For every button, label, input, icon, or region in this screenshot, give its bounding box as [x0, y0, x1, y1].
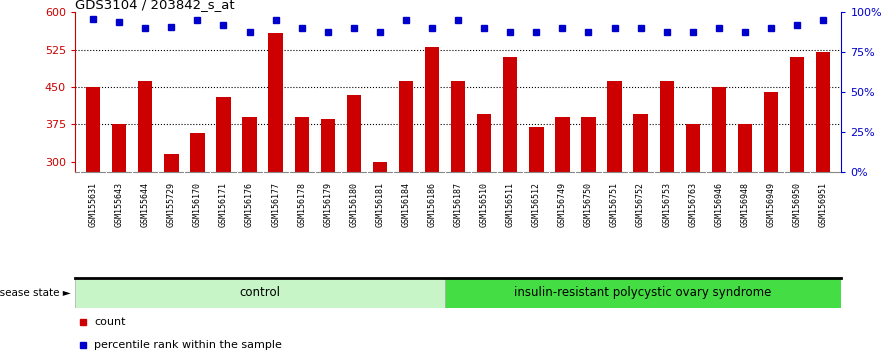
Text: GSM156170: GSM156170	[193, 182, 202, 227]
Text: GSM156187: GSM156187	[454, 182, 463, 227]
Bar	[633, 114, 648, 311]
Text: GSM156171: GSM156171	[219, 182, 228, 227]
Text: insulin-resistant polycystic ovary syndrome: insulin-resistant polycystic ovary syndr…	[515, 286, 772, 299]
Bar	[112, 124, 126, 311]
Bar	[712, 87, 726, 311]
Text: GSM156749: GSM156749	[558, 182, 566, 227]
Bar	[373, 162, 387, 311]
Text: GSM156946: GSM156946	[714, 182, 723, 227]
Bar	[581, 117, 596, 311]
Text: GDS3104 / 203842_s_at: GDS3104 / 203842_s_at	[75, 0, 234, 11]
Bar	[790, 57, 804, 311]
Text: GSM156511: GSM156511	[506, 182, 515, 227]
Text: GSM156752: GSM156752	[636, 182, 645, 227]
Bar	[321, 119, 335, 311]
Text: GSM156512: GSM156512	[532, 182, 541, 227]
Bar	[346, 95, 361, 311]
Bar	[217, 97, 231, 311]
Text: GSM156950: GSM156950	[793, 182, 802, 227]
Text: GSM156763: GSM156763	[688, 182, 697, 227]
Bar	[445, 278, 841, 308]
Text: GSM156951: GSM156951	[818, 182, 827, 227]
Text: GSM156181: GSM156181	[375, 182, 384, 227]
Bar	[737, 124, 752, 311]
Bar	[816, 52, 830, 311]
Text: GSM156750: GSM156750	[584, 182, 593, 227]
Bar	[190, 133, 204, 311]
Bar	[529, 127, 544, 311]
Text: GSM155631: GSM155631	[89, 182, 98, 227]
Text: GSM156186: GSM156186	[427, 182, 437, 227]
Text: GSM156948: GSM156948	[740, 182, 750, 227]
Bar	[425, 47, 440, 311]
Text: GSM156949: GSM156949	[766, 182, 775, 227]
Text: GSM155644: GSM155644	[141, 182, 150, 227]
Text: GSM156178: GSM156178	[297, 182, 307, 227]
Bar	[294, 117, 309, 311]
Bar	[503, 57, 517, 311]
Bar	[86, 87, 100, 311]
Bar	[451, 81, 465, 311]
Bar	[399, 81, 413, 311]
Text: GSM156184: GSM156184	[402, 182, 411, 227]
Text: GSM156180: GSM156180	[350, 182, 359, 227]
Text: control: control	[240, 286, 280, 299]
Bar	[164, 154, 179, 311]
Text: GSM156177: GSM156177	[271, 182, 280, 227]
Text: GSM156179: GSM156179	[323, 182, 332, 227]
Bar	[660, 81, 674, 311]
Bar	[607, 81, 622, 311]
Text: percentile rank within the sample: percentile rank within the sample	[94, 340, 282, 350]
Bar	[685, 124, 700, 311]
Text: GSM155729: GSM155729	[167, 182, 176, 227]
Bar	[555, 117, 570, 311]
Bar	[764, 92, 778, 311]
Bar	[75, 278, 445, 308]
Text: count: count	[94, 317, 126, 327]
Bar	[477, 114, 492, 311]
Text: GSM156176: GSM156176	[245, 182, 254, 227]
Bar	[242, 117, 256, 311]
Text: GSM156753: GSM156753	[663, 182, 671, 227]
Text: GSM156510: GSM156510	[479, 182, 489, 227]
Bar	[138, 81, 152, 311]
Text: disease state ►: disease state ►	[0, 288, 70, 298]
Text: GSM155643: GSM155643	[115, 182, 123, 227]
Text: GSM156751: GSM156751	[610, 182, 619, 227]
Bar	[269, 33, 283, 311]
